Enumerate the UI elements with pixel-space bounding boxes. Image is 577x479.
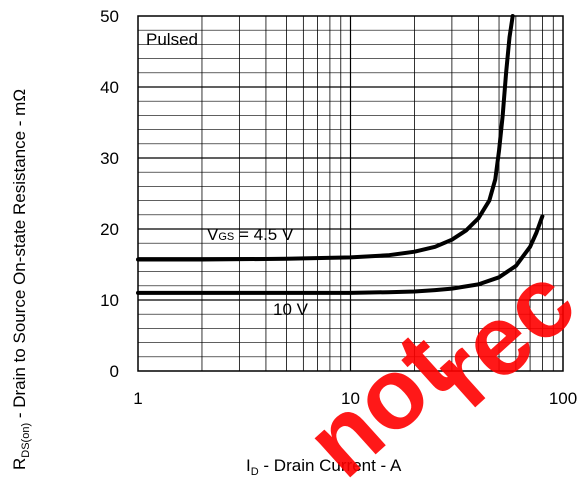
y-axis-title-rest: - Drain to Source On-state Resistance - …: [10, 89, 29, 423]
plot-frame: [137, 15, 564, 372]
series-line-10v: [136, 214, 545, 295]
annotation-pulsed: Pulsed: [146, 30, 198, 49]
series-layer: [136, 14, 545, 295]
x-tick-label: 10: [341, 389, 360, 408]
tick-labels: 1 10 100 0 10 20 30 40 50: [100, 7, 577, 408]
x-tick-label: 1: [133, 389, 142, 408]
series-label-10v: 10 V: [273, 300, 309, 319]
y-tick-label: 40: [100, 78, 119, 97]
x-tick-label: 100: [549, 389, 577, 408]
y-tick-label: 20: [100, 220, 119, 239]
series-label-vgs-rest: = 4.5 V: [234, 225, 294, 244]
series-label-vgs-sub: GS: [218, 231, 234, 243]
series-line-vgs-4-5: [136, 14, 515, 262]
series-label-vgs-main: V: [207, 225, 219, 244]
series-label-vgs-4-5: VGS = 4.5 V: [207, 225, 294, 244]
y-axis-title: RDS(on) - Drain to Source On-state Resis…: [10, 89, 32, 470]
y-tick-label: 30: [100, 149, 119, 168]
y-tick-label: 50: [100, 7, 119, 26]
x-axis-title-sub: D: [251, 466, 259, 478]
x-axis-title: ID - Drain Current - A: [246, 456, 402, 478]
y-axis-title-main: R: [10, 458, 29, 470]
y-tick-label: 10: [100, 291, 119, 310]
x-axis-title-main: I: [246, 456, 251, 475]
y-tick-label: 0: [110, 362, 119, 381]
x-axis-title-rest: - Drain Current - A: [259, 456, 402, 475]
watermark: not rec: [285, 245, 577, 479]
y-axis-title-sub: DS(on): [20, 423, 32, 458]
